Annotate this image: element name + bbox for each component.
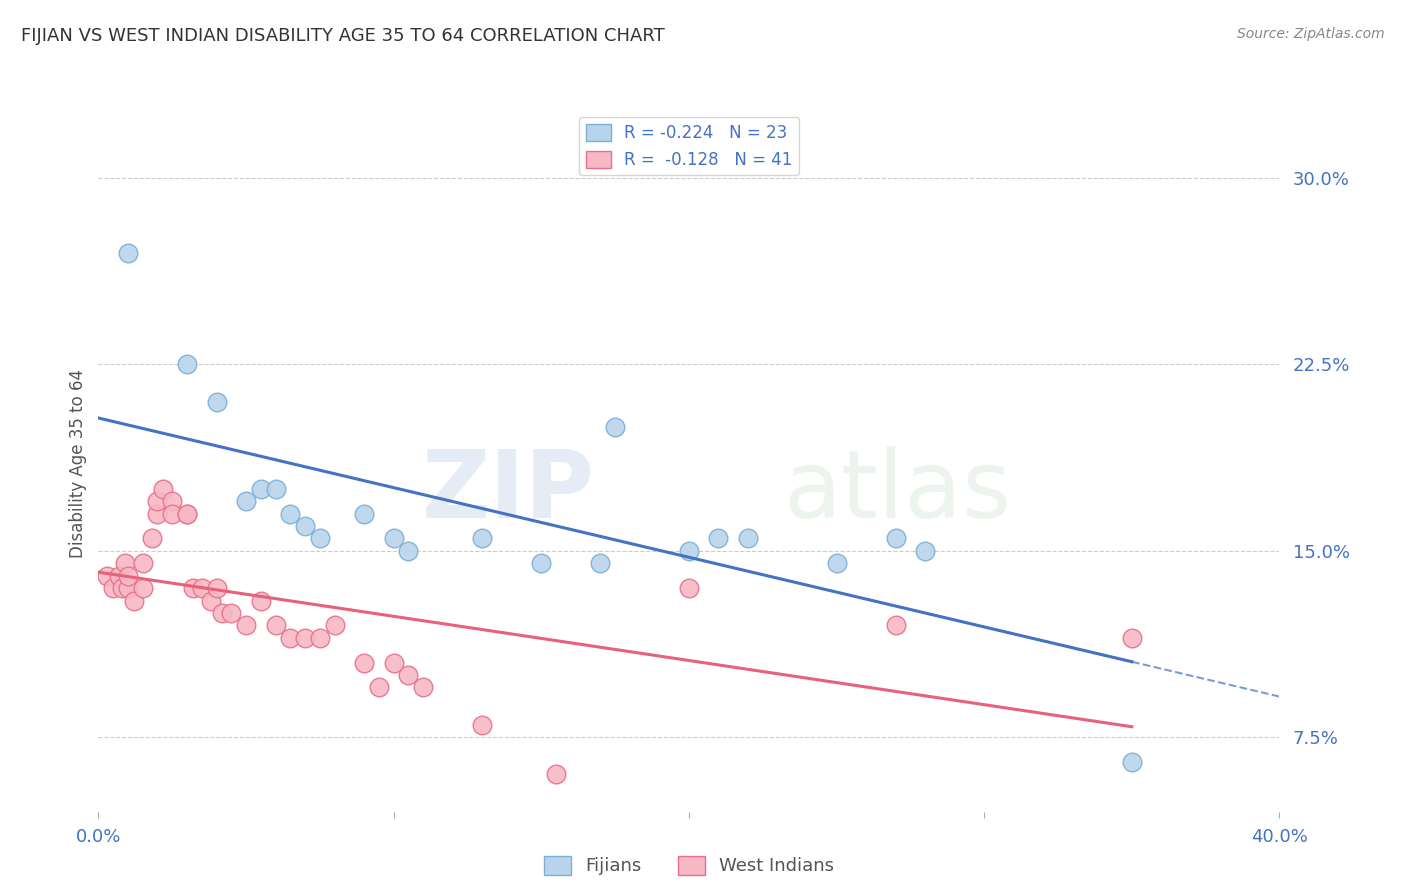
Point [471, 717, 494, 731]
Point [382, 532, 405, 546]
Point [678, 581, 700, 595]
Point [146, 494, 169, 508]
Point [278, 507, 302, 521]
Point [162, 507, 183, 521]
Text: ZIP: ZIP [422, 446, 595, 538]
Point [108, 568, 131, 582]
Point [294, 519, 316, 533]
Point [294, 631, 316, 645]
Point [114, 556, 136, 570]
Point [152, 482, 174, 496]
Point [132, 556, 155, 570]
Point [1121, 755, 1143, 769]
Point [589, 556, 612, 570]
Y-axis label: Disability Age 35 to 64: Disability Age 35 to 64 [69, 369, 87, 558]
Point [737, 532, 759, 546]
Point [530, 556, 553, 570]
Point [111, 581, 134, 595]
Point [471, 532, 494, 546]
Point [250, 482, 273, 496]
Point [605, 419, 627, 434]
Point [141, 532, 163, 546]
Point [1121, 631, 1143, 645]
Point [309, 631, 332, 645]
Point [264, 618, 287, 632]
Point [122, 593, 145, 607]
Point [146, 507, 169, 521]
Point [250, 593, 273, 607]
Point [191, 581, 214, 595]
Point [825, 556, 848, 570]
Point [235, 494, 257, 508]
Point [219, 606, 242, 620]
Point [412, 681, 434, 695]
Text: FIJIAN VS WEST INDIAN DISABILITY AGE 35 TO 64 CORRELATION CHART: FIJIAN VS WEST INDIAN DISABILITY AGE 35 … [21, 27, 665, 45]
Point [396, 668, 419, 682]
Point [117, 245, 139, 260]
Point [353, 656, 375, 670]
Point [162, 494, 183, 508]
Point [176, 358, 198, 372]
Point [264, 482, 287, 496]
Point [103, 581, 125, 595]
Point [353, 507, 375, 521]
Legend: Fijians, West Indians: Fijians, West Indians [537, 849, 841, 883]
Point [200, 593, 222, 607]
Point [382, 656, 405, 670]
Point [117, 581, 139, 595]
Point [132, 581, 155, 595]
Point [235, 618, 257, 632]
Point [205, 581, 228, 595]
Text: Source: ZipAtlas.com: Source: ZipAtlas.com [1237, 27, 1385, 41]
Point [884, 618, 907, 632]
Point [323, 618, 346, 632]
Point [117, 568, 139, 582]
Point [914, 543, 936, 558]
Point [96, 568, 118, 582]
Point [707, 532, 730, 546]
Point [176, 507, 198, 521]
Point [181, 581, 204, 595]
Point [309, 532, 332, 546]
Point [884, 532, 907, 546]
Point [546, 767, 568, 781]
Point [211, 606, 233, 620]
Point [176, 507, 198, 521]
Point [205, 394, 228, 409]
Point [368, 681, 391, 695]
Point [278, 631, 302, 645]
Point [678, 543, 700, 558]
Point [396, 543, 419, 558]
Text: atlas: atlas [783, 446, 1012, 538]
